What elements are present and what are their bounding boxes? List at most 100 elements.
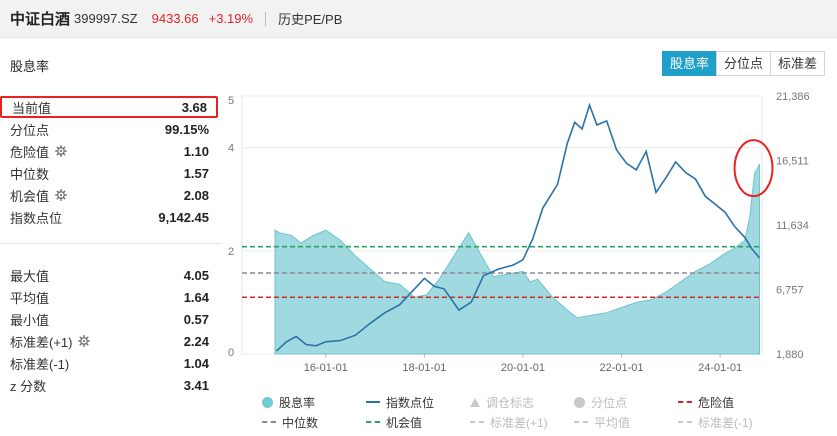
legend-label: 指数点位	[386, 395, 435, 410]
legend-item[interactable]: 标准差(-1)	[678, 414, 782, 430]
stat-danger-value: 危险值 1.10	[0, 140, 218, 162]
gear-icon[interactable]	[78, 335, 91, 347]
legend-label: 中位数	[282, 415, 319, 430]
y-right-tick-label: 1,880	[776, 349, 804, 361]
stat-value: 1.64	[183, 289, 209, 305]
stat-label-wrap: 标准差(+1)	[10, 332, 91, 351]
stat-value: 3.68	[181, 99, 207, 115]
legend-item[interactable]: 危险值	[678, 394, 782, 410]
header-divider	[265, 11, 267, 26]
stat-max: 最大值 4.05	[0, 264, 218, 286]
stat-current-value: 当前值 3.68	[0, 96, 218, 118]
index-price: 9433.66	[151, 11, 199, 26]
index-change: +3.19%	[208, 11, 254, 26]
legend-dot-icon	[574, 396, 585, 408]
stat-label-wrap: 机会值	[10, 186, 68, 205]
section-title: 股息率	[10, 59, 50, 74]
x-tick-label: 16-01-01	[304, 362, 348, 374]
legend-label: 调仓标志	[486, 395, 535, 410]
y-left-tick-label: 0	[228, 347, 234, 359]
tab-std-dev[interactable]: 标准差	[770, 51, 826, 76]
stat-z-score: z 分数 3.41	[0, 374, 218, 396]
stat-value: 0.57	[183, 311, 209, 327]
legend-item[interactable]: 指数点位	[366, 394, 470, 410]
legend-item[interactable]: 股息率	[262, 394, 366, 410]
stat-value: 99.15%	[164, 121, 209, 137]
x-tick-label: 20-01-01	[501, 362, 545, 374]
legend-item[interactable]: 机会值	[366, 414, 470, 430]
stat-label: z 分数	[10, 378, 47, 394]
stat-value: 1.57	[183, 165, 209, 181]
stat-std-minus: 标准差(-1) 1.04	[0, 352, 218, 374]
stat-value: 3.41	[183, 377, 209, 393]
gear-icon[interactable]	[55, 189, 68, 201]
stat-label: 机会值	[10, 188, 50, 204]
legend-item[interactable]: 调仓标志	[470, 394, 574, 410]
stats-panel-bottom: 最大值 4.05 平均值 1.64 最小值 0.57 标准差(+1) 2.24 …	[0, 264, 218, 396]
legend-label: 股息率	[279, 395, 316, 410]
y-right-tick-label: 6,757	[776, 284, 804, 296]
legend-item[interactable]: 中位数	[262, 414, 366, 430]
stats-panel-top: 当前值 3.68 分位点 99.15% 危险值 1.10 中位数 1.57 机会…	[0, 96, 218, 228]
legend-item[interactable]: 分位点	[574, 394, 678, 410]
legend-dash-icon	[470, 421, 484, 423]
stat-opportunity-value: 机会值 2.08	[0, 184, 218, 206]
stat-mean: 平均值 1.64	[0, 286, 218, 308]
legend-dash-icon	[574, 421, 588, 423]
chart-legend: 股息率 指数点位 调仓标志 分位点 危险值中位数 机会值 标准差(+1) 平均值 标准差(-1)	[262, 394, 822, 430]
stat-label: 标准差(+1)	[10, 334, 73, 350]
legend-label: 危险值	[698, 395, 735, 410]
index-name: 中证白酒	[10, 11, 71, 28]
stat-value: 2.24	[183, 333, 209, 349]
tab-percentile[interactable]: 分位点	[716, 51, 772, 76]
index-header: 中证白酒 399997.SZ 9433.66 +3.19% 历史PE/PB	[0, 0, 837, 38]
y-right-tick-label: 11,634	[776, 220, 809, 232]
tab-dividend-yield[interactable]: 股息率	[662, 51, 718, 76]
index-code: 399997.SZ	[74, 11, 138, 26]
stat-min: 最小值 0.57	[0, 308, 218, 330]
stat-index-points: 指数点位 9,142.45	[0, 206, 218, 228]
index-points-line	[275, 102, 761, 352]
stat-median: 中位数 1.57	[0, 162, 218, 184]
annotation-circle	[733, 139, 774, 198]
stat-value: 1.04	[183, 355, 209, 371]
y-left-tick-label: 2	[228, 246, 234, 258]
stat-label: 平均值	[10, 290, 50, 306]
stat-label-wrap: 危险值	[10, 142, 68, 161]
legend-label: 机会值	[386, 415, 423, 430]
legend-label: 标准差(+1)	[490, 415, 548, 430]
dividend-yield-chart[interactable]: 0 2 4 5 1,880 6,757 11,634 16,511 21,386 16-01-01…	[215, 86, 837, 386]
stat-label: 标准差(-1)	[10, 356, 70, 372]
y-left-tick-label: 5	[228, 95, 234, 107]
y-right-tick-label: 16,511	[776, 155, 809, 167]
stat-label: 分位点	[10, 122, 50, 138]
legend-dash-icon	[678, 421, 692, 423]
stat-value: 2.08	[183, 187, 209, 203]
stat-label: 最大值	[10, 268, 50, 284]
stat-label: 危险值	[10, 144, 50, 160]
legend-label: 分位点	[591, 395, 628, 410]
stat-value: 4.05	[183, 267, 209, 283]
gear-icon[interactable]	[55, 145, 68, 157]
stat-value: 1.10	[183, 143, 209, 159]
x-tick-label: 24-01-01	[698, 362, 742, 374]
legend-dash-icon	[366, 421, 380, 423]
stat-value: 9,142.45	[158, 209, 209, 225]
legend-label: 标准差(-1)	[698, 415, 753, 430]
legend-dash-icon	[262, 421, 276, 423]
legend-dot-icon	[262, 396, 273, 408]
x-tick-label: 22-01-01	[600, 362, 644, 374]
legend-item[interactable]: 平均值	[574, 414, 678, 430]
metric-tabs: 股息率 分位点 标准差	[662, 51, 826, 76]
stat-percentile: 分位点 99.15%	[0, 118, 218, 140]
stat-label: 当前值	[12, 100, 52, 116]
legend-item[interactable]: 标准差(+1)	[470, 414, 574, 430]
legend-dash-icon	[678, 401, 692, 403]
stat-label: 指数点位	[10, 210, 63, 226]
stats-divider	[0, 243, 222, 244]
x-tick-label: 18-01-01	[402, 362, 446, 374]
history-pe-pb-link[interactable]: 历史PE/PB	[278, 12, 343, 27]
stat-label: 最小值	[10, 312, 50, 328]
legend-triangle-icon	[470, 397, 480, 407]
y-left-tick-label: 4	[228, 143, 234, 155]
